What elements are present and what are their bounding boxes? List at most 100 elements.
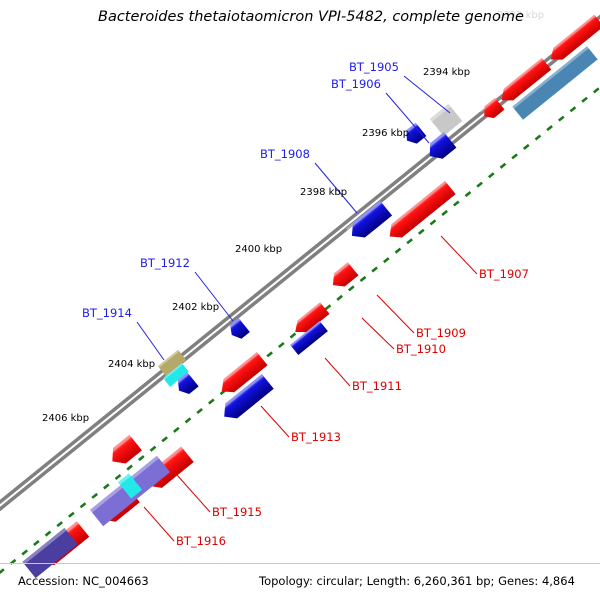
gene-top-red-3-shape[interactable] [480,97,505,122]
gene-bt1913-red[interactable] [216,352,268,398]
gene-top-red-1-shape[interactable] [546,14,600,66]
gene-bt1907[interactable] [384,180,456,243]
gene-bt1909[interactable] [327,262,359,292]
gene-bt1908-highlight [345,200,383,231]
gene-bt1909-shape[interactable] [328,262,359,292]
axis-tick-dash [0,568,5,575]
tick-label-2396: 2396 kbp [362,128,409,139]
axis-tick-dash [184,417,192,424]
axis-tick-dash [429,219,437,226]
gene-arrows-layer[interactable] [22,14,600,579]
gene-blue-small-1-highlight [401,122,418,137]
tick-label-2404: 2404 kbp [108,359,155,370]
gene-bt1915-cyan-shape[interactable] [117,473,143,499]
gene-bt1905-grey[interactable] [429,103,463,137]
gene-blue-small-2[interactable] [173,372,199,397]
axis-tick-dash [487,172,495,179]
gene-label-bt1908[interactable]: BT_1908 [260,147,310,161]
gene-bt1916-shape[interactable] [22,527,78,579]
gene-bt1914-tan[interactable] [157,349,187,377]
gene-label-bt1916[interactable]: BT_1916 [176,534,226,548]
gene-label-bt1914[interactable]: BT_1914 [82,306,132,320]
gene-label-bt1913[interactable]: BT_1913 [291,430,341,444]
leader-line-bt1911 [324,357,351,387]
gene-red-lower-4[interactable] [106,434,142,469]
axis-tick-dash [359,275,367,282]
gene-bt1914-tan-shape[interactable] [157,349,187,377]
gene-steelblue[interactable] [512,46,598,120]
gene-bt1908-shape[interactable] [346,200,393,243]
gene-top-red-3[interactable] [479,97,505,122]
axis-tick-dash [91,492,98,499]
gene-label-bt1909[interactable]: BT_1909 [416,326,466,340]
gene-bt1914-cyan-shape[interactable] [163,363,189,387]
gene-labels-layer[interactable]: BT_1905 BT_1906 BT_1908 BT_1912 BT_1914 BT_19… [82,60,529,548]
gene-bt1916[interactable] [22,527,78,579]
gene-bt1914-cyan[interactable] [163,363,189,387]
leader-line-bt1908 [314,162,358,214]
gene-bt1906-blue[interactable] [423,132,457,164]
leader-line-bt1915 [176,474,211,513]
axis-tick-dash [382,257,390,264]
gene-bt1912[interactable] [226,317,250,342]
tick-label-2400: 2400 kbp [235,244,282,255]
gene-bt1910-shape[interactable] [291,302,330,338]
gene-label-bt1907[interactable]: BT_1907 [479,267,529,281]
axis-tick-dash [452,200,460,207]
gene-label-bt1912[interactable]: BT_1912 [140,256,190,270]
gene-bt1906-blue-shape[interactable] [424,132,457,164]
tick-label-2406: 2406 kbp [42,413,89,424]
gene-bt1905-grey-shape[interactable] [429,103,463,137]
gene-bt1914-tan-highlight [157,349,180,368]
leader-line-bt1905 [403,75,451,114]
axis-tick-dash [534,134,542,141]
axis-tick-dash [149,445,157,452]
gene-bt1913-blue[interactable] [218,374,274,424]
gene-bt1911[interactable] [290,321,328,355]
gene-blue-small-1-shape[interactable] [402,122,427,148]
gene-label-bt1906[interactable]: BT_1906 [331,77,381,91]
gene-bt1911-shape[interactable] [290,321,328,355]
gene-bt1913-red-shape[interactable] [216,352,268,398]
gene-blue-small-1[interactable] [401,122,427,148]
gene-bt1909-highlight [327,262,350,281]
axis-tick-dash [406,238,413,245]
gene-label-bt1915[interactable]: BT_1915 [212,505,262,519]
gene-label-bt1905[interactable]: BT_1905 [349,60,399,74]
page-title: Bacteroides thetaiotaomicron VPI-5482, c… [98,9,524,25]
gene-bt1907-shape[interactable] [384,180,456,243]
gene-bt1908[interactable] [345,200,393,243]
axis-tick-dash [569,106,577,113]
axis-tick-dash [33,539,40,547]
gene-top-red-2[interactable] [496,57,552,106]
gene-label-bt1911[interactable]: BT_1911 [352,379,402,393]
axis-tick-dash [114,473,122,481]
axis-tick-dash [173,426,180,433]
axis-tick-dash [546,125,553,132]
gene-bt1912-highlight [226,317,241,331]
footer-bar: Accession: NC_004663 Topology: circular;… [0,566,600,600]
accession-text: Accession: NC_004663 [18,574,149,588]
gene-top-red-1[interactable] [546,14,600,66]
axis-tick-dash [511,153,518,160]
gene-steelblue-shape[interactable] [512,46,598,120]
gene-bt1910-highlight [290,302,322,328]
axis-tick-dash [103,483,110,490]
tick-label-2394: 2394 kbp [423,67,470,78]
gene-blue-small-2-shape[interactable] [173,372,199,397]
gene-bt1912-shape[interactable] [226,317,250,342]
leader-line-bt1914 [136,321,165,361]
axis-tick-dash [138,455,145,462]
gene-bt1915-cyan[interactable] [117,473,143,499]
axis-tick-dash [278,341,285,348]
axis-tick-dash [522,143,530,150]
gene-bt1910[interactable] [290,302,330,338]
axis-tick-dash [266,351,273,358]
gene-label-bt1910[interactable]: BT_1910 [396,342,446,356]
gene-top-red-2-shape[interactable] [497,57,552,106]
gene-bt1913-blue-highlight [218,374,264,412]
gene-red-lower-4-shape[interactable] [106,434,142,469]
gene-bt1913-blue-shape[interactable] [218,374,274,424]
